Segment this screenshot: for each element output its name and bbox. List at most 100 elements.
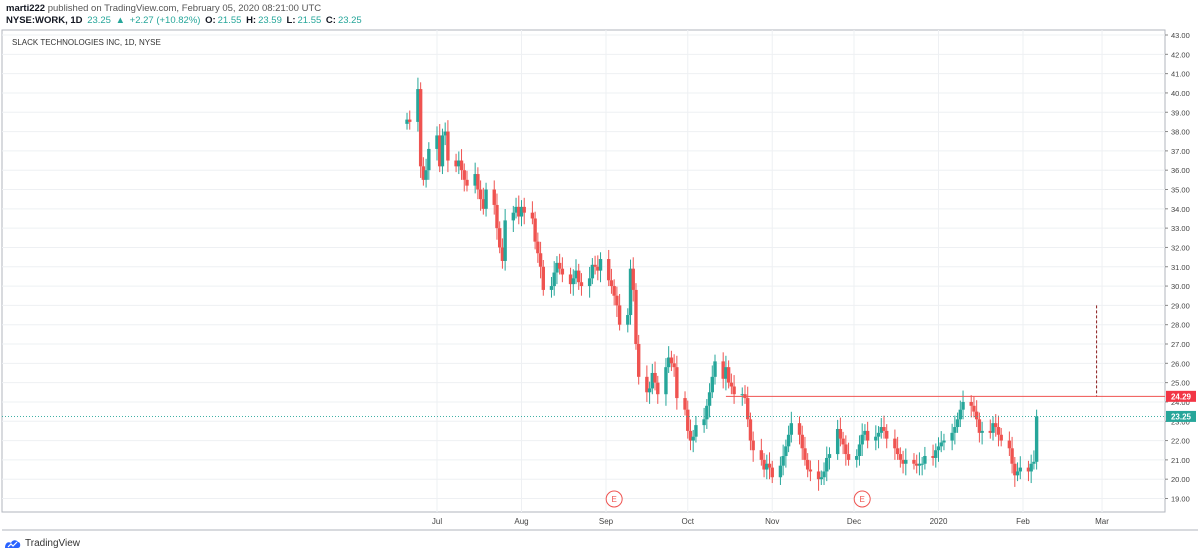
- candle-body: [865, 430, 870, 441]
- symbol-label[interactable]: NYSE:WORK, 1D: [6, 15, 83, 26]
- y-tick-label: 35.00: [1171, 186, 1190, 195]
- candle-body: [557, 262, 562, 269]
- y-tick-label: 22.00: [1171, 437, 1190, 446]
- candle-body: [541, 266, 545, 290]
- candle-body: [446, 131, 450, 161]
- tradingview-footer[interactable]: TradingView: [4, 538, 80, 549]
- earnings-marker-label: E: [860, 495, 865, 504]
- candle-body: [882, 427, 886, 431]
- candle-body: [920, 463, 924, 465]
- candle-body: [607, 259, 611, 281]
- candle-body: [904, 459, 908, 464]
- candle-body: [555, 262, 559, 273]
- y-tick-label: 39.00: [1171, 108, 1190, 117]
- candle-body: [514, 206, 518, 213]
- candle-body: [686, 409, 690, 431]
- candle-body: [647, 388, 652, 393]
- candle-body: [631, 268, 635, 290]
- candle-body: [683, 398, 687, 410]
- candle-body: [568, 274, 573, 285]
- candle-body: [729, 382, 734, 387]
- candle-body: [1026, 467, 1031, 472]
- candle-body: [427, 148, 431, 171]
- candle-body: [797, 423, 802, 435]
- candle-body: [996, 427, 1001, 435]
- candle-body: [497, 228, 502, 248]
- candle-body: [915, 463, 919, 466]
- candle-body: [751, 440, 755, 451]
- candle-body: [571, 278, 575, 285]
- candle-body: [805, 459, 810, 470]
- candle-body: [748, 419, 753, 441]
- high-label: H:: [246, 15, 257, 26]
- tradingview-brand: TradingView: [25, 538, 81, 549]
- candle-body: [1015, 471, 1020, 476]
- candle-body: [538, 253, 543, 267]
- candle-body: [746, 398, 750, 420]
- candle-body: [765, 463, 769, 470]
- candle-body: [710, 376, 714, 393]
- candle-body: [500, 247, 505, 261]
- candle-body: [855, 456, 859, 460]
- candle-body: [653, 372, 657, 383]
- candle-body: [974, 411, 979, 420]
- candle-body: [816, 471, 821, 480]
- y-tick-label: 20.00: [1171, 475, 1190, 484]
- candle-body: [857, 444, 862, 457]
- candle-body: [617, 305, 622, 325]
- x-tick-label: Oct: [682, 517, 695, 526]
- earnings-marker-label: E: [611, 495, 616, 504]
- candle-body: [609, 280, 614, 287]
- candle-body: [912, 459, 916, 464]
- candle-body: [579, 282, 584, 287]
- candle-body: [628, 268, 633, 316]
- close-value: 23.25: [337, 15, 362, 26]
- candle-body: [408, 119, 412, 122]
- candle-body: [1034, 416, 1039, 462]
- candle-body: [838, 428, 843, 439]
- open-value: 21.55: [217, 15, 242, 26]
- candle-body: [459, 160, 464, 171]
- y-tick-label: 41.00: [1171, 70, 1190, 79]
- candle-body: [786, 434, 791, 447]
- y-tick-label: 30.00: [1171, 282, 1190, 291]
- candle-body: [822, 471, 826, 478]
- candle-body: [835, 428, 840, 455]
- candle-body: [626, 315, 630, 325]
- candle-body: [675, 367, 679, 399]
- y-tick-label: 29.00: [1171, 301, 1190, 310]
- y-tick-label: 25.00: [1171, 379, 1190, 388]
- level-price-badge-label: 24.29: [1171, 393, 1192, 402]
- candle-body: [874, 436, 878, 441]
- candle-body: [511, 212, 516, 221]
- candle-body: [612, 286, 616, 296]
- high-value: 23.59: [258, 15, 282, 26]
- candle-body: [980, 430, 984, 433]
- candle-body: [1013, 463, 1017, 476]
- candle-body: [759, 450, 764, 460]
- candle-body: [901, 459, 905, 464]
- candle-body: [784, 446, 788, 457]
- last-price: 23.25: [87, 15, 111, 26]
- open-label: O:: [205, 15, 216, 26]
- candle-body: [688, 430, 693, 441]
- published-info: published on TradingView.com, February 0…: [47, 3, 322, 14]
- candle-body: [1007, 440, 1012, 449]
- candle-body: [955, 419, 960, 428]
- candle-body: [536, 241, 540, 254]
- candle-body: [732, 386, 736, 395]
- candle-body: [590, 264, 595, 279]
- candle-body: [405, 119, 409, 124]
- candle-body: [702, 419, 706, 426]
- candle-body: [740, 394, 744, 396]
- candle-body: [495, 204, 499, 229]
- tradingview-logo-icon: [5, 540, 21, 548]
- x-tick-label: Aug: [514, 517, 528, 526]
- candle-body: [462, 170, 466, 180]
- candle-body: [767, 463, 772, 468]
- candle-body: [939, 442, 943, 447]
- y-tick-label: 34.00: [1171, 205, 1190, 214]
- author-name[interactable]: marti222: [6, 3, 46, 14]
- candle-body: [549, 286, 554, 290]
